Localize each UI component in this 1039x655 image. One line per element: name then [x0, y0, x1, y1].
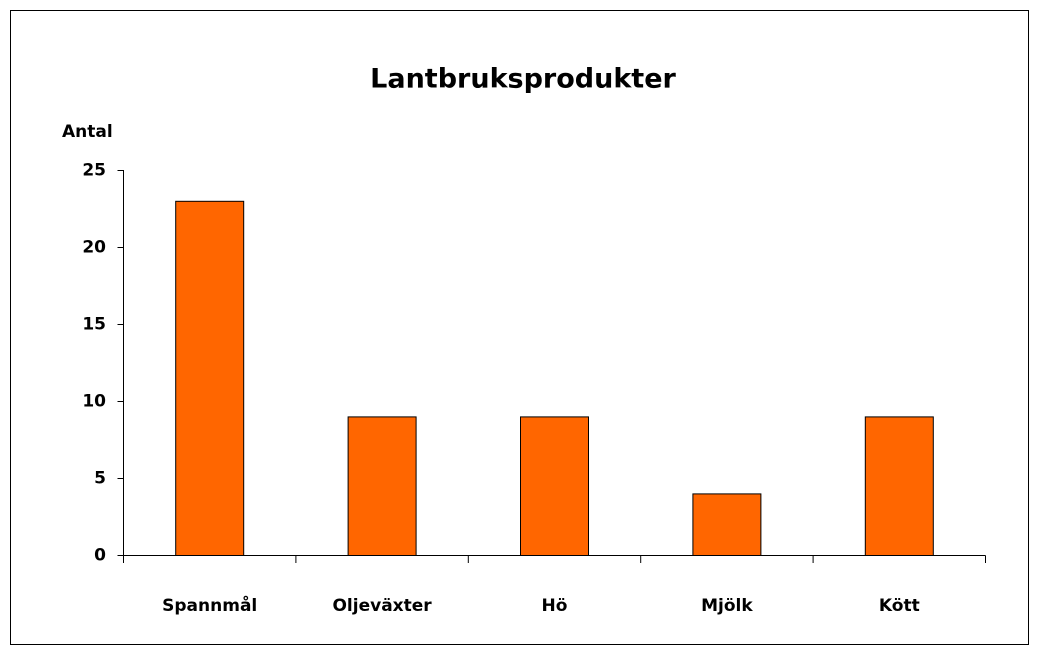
y-axis-label: Antal: [62, 122, 113, 142]
x-tick-label: Hö: [542, 596, 568, 616]
y-tick-label: 20: [82, 238, 106, 258]
bar: [347, 416, 417, 556]
x-tick-label: Oljeväxter: [332, 596, 432, 616]
bar: [864, 416, 934, 556]
bar: [692, 493, 762, 556]
bar: [175, 200, 245, 557]
y-tick-label: 10: [82, 392, 106, 412]
x-tick-label: Mjölk: [701, 596, 753, 616]
x-tick-label: Kött: [879, 596, 920, 616]
bar: [520, 416, 589, 556]
chart-title: Lantbruksprodukter: [370, 64, 676, 95]
y-tick-label: 15: [82, 315, 106, 335]
y-tick-label: 25: [82, 161, 106, 181]
y-tick-label: 5: [94, 469, 106, 489]
y-tick-label: 0: [94, 546, 106, 566]
x-tick-label: Spannmål: [162, 594, 257, 616]
